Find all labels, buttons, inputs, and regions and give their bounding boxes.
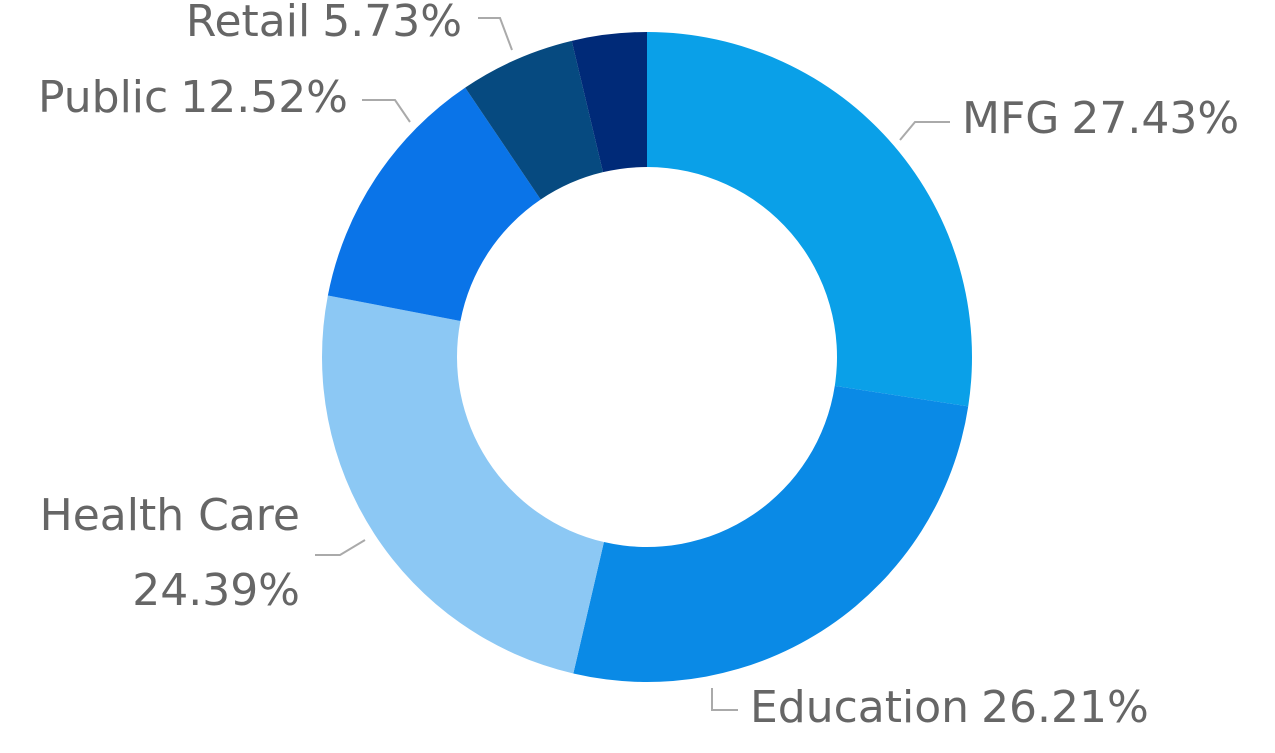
slice	[465, 40, 603, 200]
leader-line	[478, 17, 513, 51]
category-label: Health Care	[40, 490, 300, 541]
value-label: 24.39%	[132, 565, 300, 616]
value-label: 5.73%	[322, 0, 462, 47]
value-label: 27.43%	[1071, 93, 1239, 144]
data-label: Education 26.21%	[750, 682, 1149, 733]
leader-line	[711, 688, 738, 711]
data-label: MFG 27.43%	[962, 93, 1239, 144]
slice	[321, 295, 604, 674]
leader-line	[899, 121, 950, 141]
category-label: Education	[750, 682, 969, 733]
slice	[571, 32, 647, 173]
data-label: Retail 5.73%	[186, 0, 462, 47]
value-label: 12.52%	[180, 72, 348, 123]
slice	[647, 32, 973, 407]
value-label: 26.21%	[981, 682, 1149, 733]
leader-line	[315, 539, 366, 556]
category-label: Retail	[186, 0, 310, 47]
slice	[573, 385, 969, 682]
category-label: MFG	[962, 93, 1059, 144]
slice	[327, 87, 541, 322]
category-label: Public	[38, 72, 168, 123]
leader-line	[362, 99, 411, 123]
data-label: Public 12.52%	[38, 72, 348, 123]
